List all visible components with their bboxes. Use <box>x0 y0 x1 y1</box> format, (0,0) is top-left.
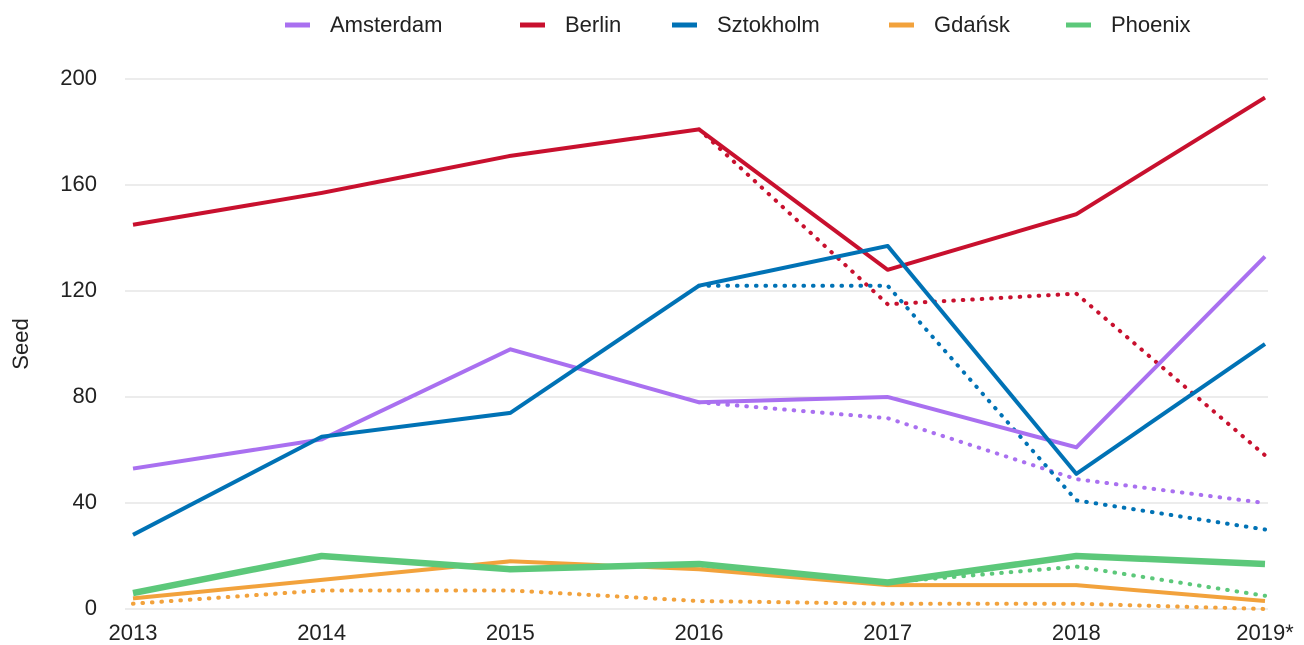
line <box>132 552 1266 597</box>
x-tick-label: 2015 <box>486 620 535 645</box>
line <box>132 255 1267 471</box>
x-tick-label: 2019* <box>1236 620 1294 645</box>
x-tick-label: 2016 <box>675 620 724 645</box>
legend-label: Berlin <box>565 12 621 37</box>
y-tick-label: 80 <box>73 383 97 408</box>
y-tick-label: 200 <box>60 65 97 90</box>
dotted-line <box>131 588 1267 611</box>
line <box>132 559 1266 604</box>
y-axis-label: Seed <box>8 318 33 369</box>
dotted-line <box>697 400 1267 505</box>
legend-label: Gdańsk <box>934 12 1011 37</box>
legend-label: Sztokholm <box>717 12 820 37</box>
y-tick-label: 40 <box>73 489 97 514</box>
y-tick-label: 120 <box>60 277 97 302</box>
dotted-line <box>697 127 1267 458</box>
dotted-line <box>885 564 1267 598</box>
y-tick-label: 0 <box>85 595 97 620</box>
x-tick-label: 2017 <box>863 620 912 645</box>
x-tick-label: 2018 <box>1052 620 1101 645</box>
legend-label: Phoenix <box>1111 12 1191 37</box>
legend-label: Amsterdam <box>330 12 442 37</box>
line <box>132 243 1267 537</box>
x-tick-label: 2013 <box>109 620 158 645</box>
dotted-line <box>697 283 1267 532</box>
line <box>132 95 1267 272</box>
x-tick-label: 2014 <box>297 620 346 645</box>
y-tick-label: 160 <box>60 171 97 196</box>
